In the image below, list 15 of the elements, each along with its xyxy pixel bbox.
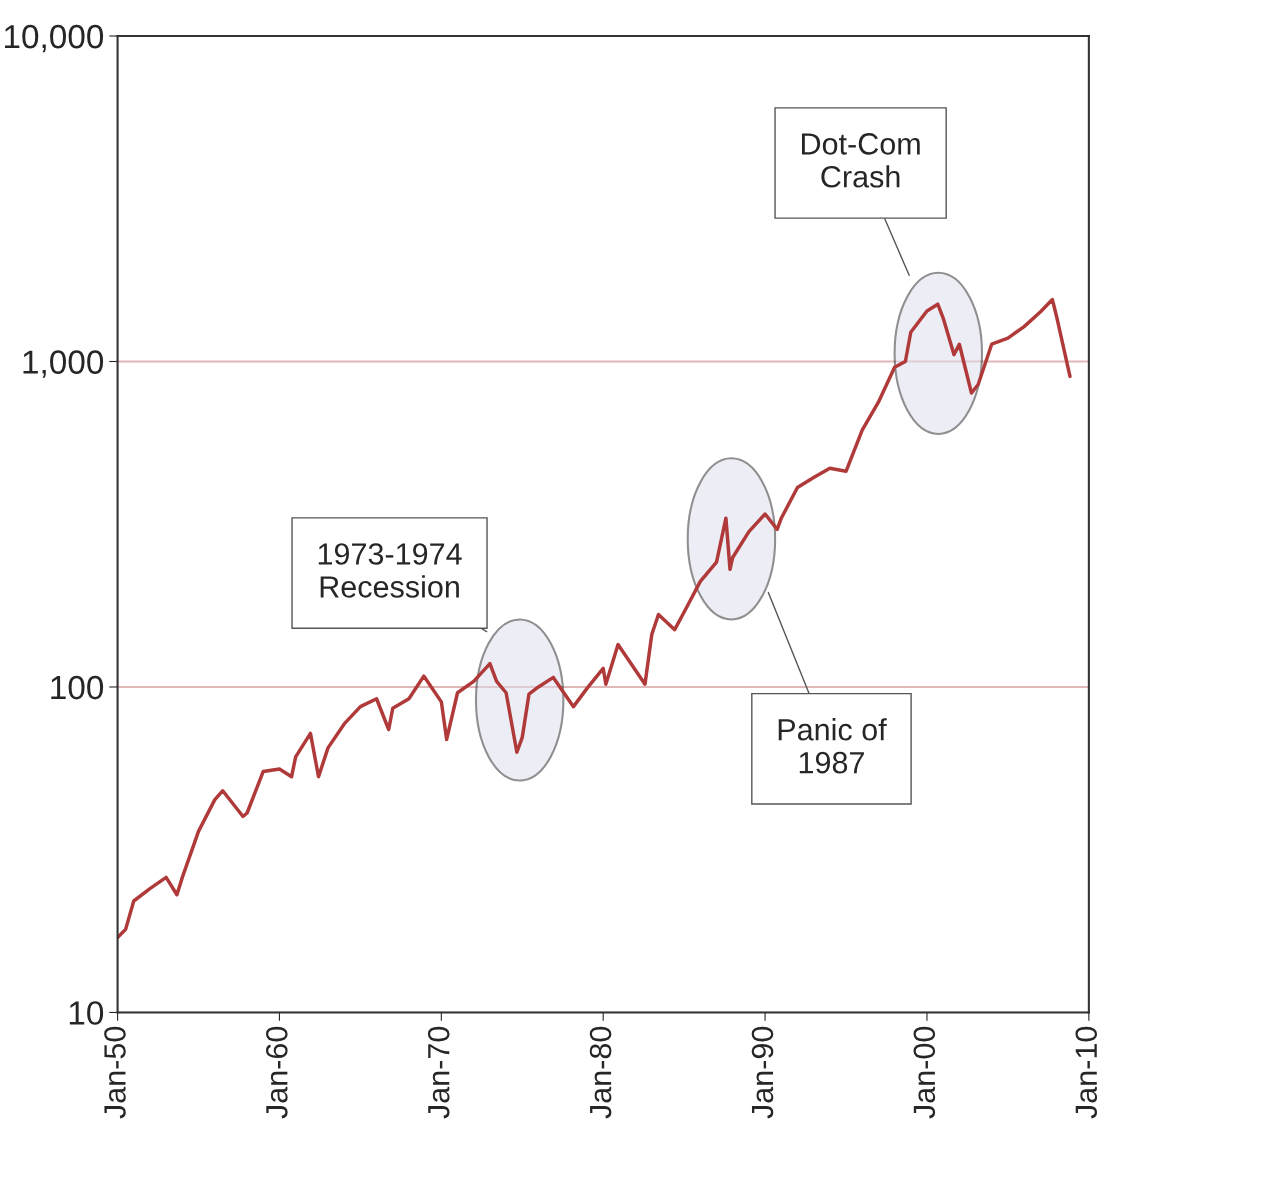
x-tick-label: Jan-00 (913, 1026, 936, 1119)
y-tick-label: 10 (69, 1001, 104, 1025)
x-tick-label: Jan-90 (751, 1026, 774, 1119)
annotation: 1973-1974 Recession (318, 543, 462, 598)
annotation: Panic of 1987 (778, 718, 887, 774)
y-tick-label: 100 (51, 675, 104, 700)
x-tick-label: Jan-70 (427, 1026, 450, 1119)
x-tick-label: Jan-10 (1075, 1026, 1098, 1119)
x-tick-label: Jan-50 (104, 1026, 126, 1119)
y-tick-label: 1,000 (23, 350, 104, 378)
x-tick-label: Jan-80 (589, 1026, 612, 1119)
y-tick-label: 10,000 (4, 24, 104, 53)
x-tick-label: Jan-60 (266, 1026, 288, 1119)
annotation: Dot-Com Crash (802, 133, 920, 188)
line-series (117, 297, 1072, 940)
